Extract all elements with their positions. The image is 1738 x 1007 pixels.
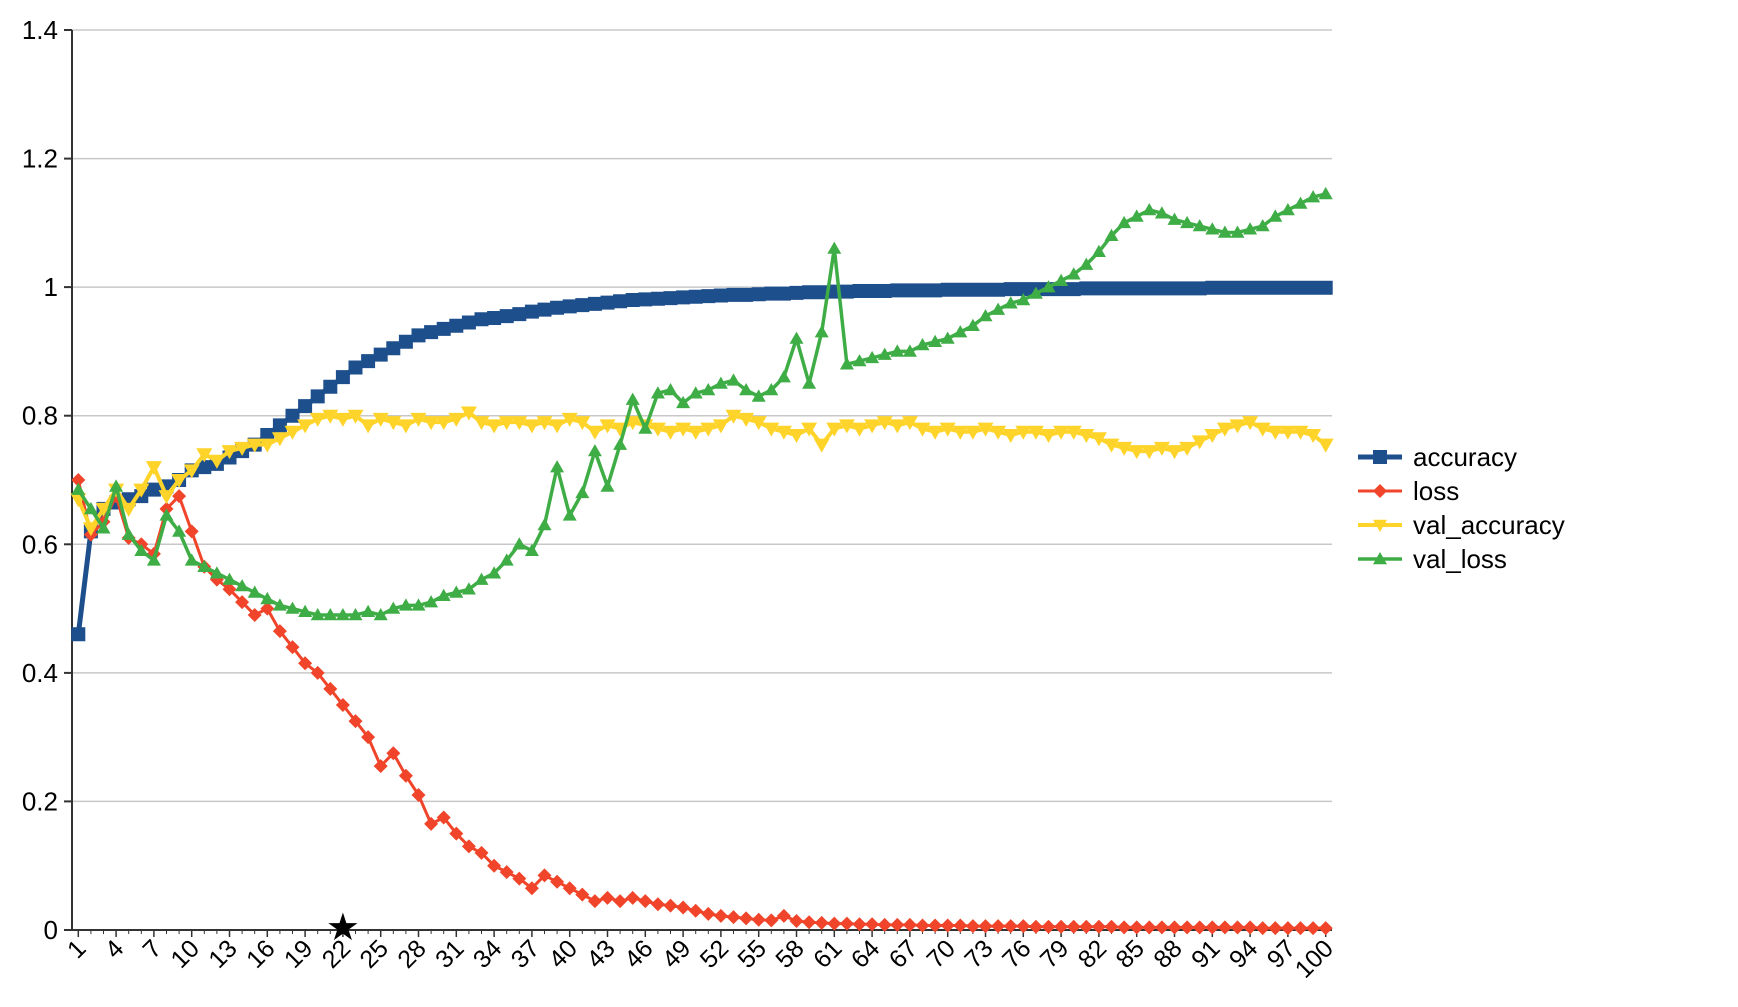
y-axis-labels: 0 0.2 0.4 0.6 0.8 1 1.2 1.4: [22, 15, 58, 945]
svg-text:43: 43: [581, 934, 620, 973]
svg-text:0.8: 0.8: [22, 401, 58, 431]
star-annotation: ★: [326, 905, 360, 949]
series-val_loss: [71, 186, 1333, 621]
svg-text:1.4: 1.4: [22, 15, 58, 45]
svg-text:55: 55: [732, 934, 771, 973]
legend-item-val-loss: val_loss: [1356, 544, 1565, 574]
svg-text:16: 16: [241, 934, 280, 973]
legend-marker-val-loss-icon: [1358, 552, 1402, 565]
svg-text:10: 10: [165, 934, 204, 973]
svg-text:34: 34: [468, 934, 508, 974]
svg-text:0: 0: [44, 915, 58, 945]
svg-text:58: 58: [770, 934, 809, 973]
svg-text:25: 25: [354, 934, 393, 973]
svg-text:40: 40: [543, 934, 582, 973]
svg-text:76: 76: [997, 934, 1036, 973]
svg-text:52: 52: [695, 934, 734, 973]
svg-text:7: 7: [138, 934, 168, 964]
svg-text:1: 1: [44, 272, 58, 302]
legend-label-accuracy: accuracy: [1413, 442, 1518, 472]
legend-item-val-accuracy: val_accuracy: [1356, 510, 1565, 540]
svg-text:91: 91: [1186, 934, 1225, 973]
svg-text:4: 4: [100, 934, 130, 964]
svg-text:88: 88: [1148, 934, 1187, 973]
legend-label-val-accuracy: val_accuracy: [1413, 510, 1565, 540]
legend-marker-accuracy-icon: [1358, 450, 1402, 464]
svg-text:37: 37: [506, 934, 545, 973]
svg-text:0.6: 0.6: [22, 529, 58, 559]
svg-text:100: 100: [1290, 934, 1339, 983]
svg-text:28: 28: [392, 934, 431, 973]
series-val_accuracy: [70, 406, 1334, 537]
legend-marker-loss-icon: [1358, 484, 1402, 498]
y-gridlines: [72, 29, 1332, 803]
svg-text:70: 70: [921, 934, 960, 973]
svg-text:64: 64: [846, 934, 886, 974]
legend-marker-val-accuracy-icon: [1358, 519, 1402, 532]
svg-text:19: 19: [279, 934, 318, 973]
svg-text:94: 94: [1224, 934, 1264, 974]
svg-text:82: 82: [1073, 934, 1112, 973]
svg-text:49: 49: [657, 934, 696, 973]
svg-text:31: 31: [430, 934, 469, 973]
series-accuracy: [71, 280, 1333, 642]
svg-text:67: 67: [884, 934, 923, 973]
legend-label-val-loss: val_loss: [1413, 544, 1507, 574]
svg-text:79: 79: [1035, 934, 1074, 973]
svg-text:61: 61: [808, 934, 847, 973]
svg-text:85: 85: [1110, 934, 1149, 973]
legend-label-loss: loss: [1413, 476, 1460, 506]
x-axis-labels: 1 4 71013161922252831343740434649525558616…: [62, 934, 1339, 983]
svg-text:73: 73: [959, 934, 998, 973]
legend: accuracy loss val_accuracy val_loss: [1356, 442, 1565, 574]
svg-text:0.2: 0.2: [22, 786, 58, 816]
svg-text:13: 13: [203, 934, 242, 973]
legend-item-loss: loss: [1356, 476, 1565, 506]
svg-text:46: 46: [619, 934, 658, 973]
svg-text:1.2: 1.2: [22, 144, 58, 174]
svg-text:0.4: 0.4: [22, 658, 58, 688]
series-loss: [71, 473, 1333, 936]
svg-text:1: 1: [62, 934, 92, 964]
legend-item-accuracy: accuracy: [1356, 442, 1565, 472]
